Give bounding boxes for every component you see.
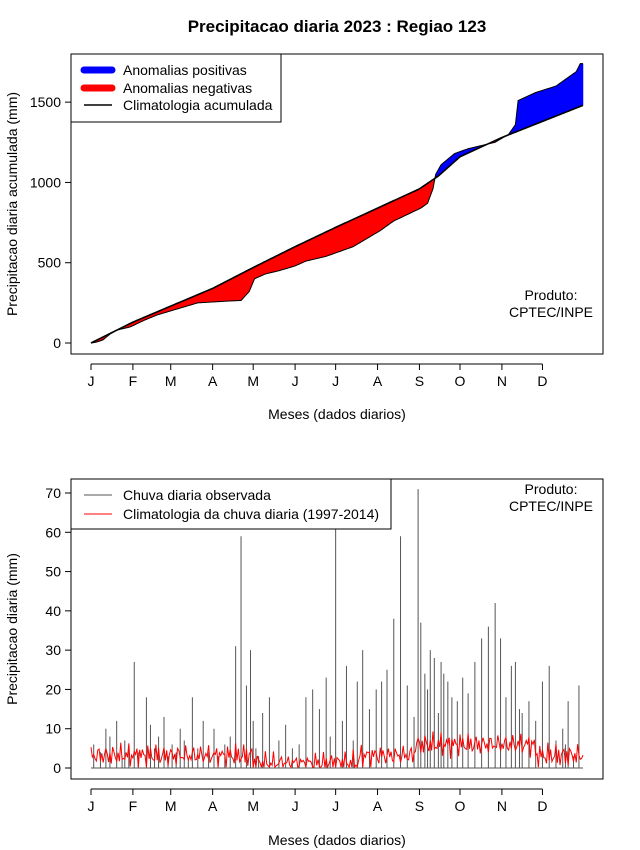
daily-plot-content (90, 479, 584, 769)
y-tick-label: 1000 (30, 174, 61, 190)
product-label-line-2: CPTEC/INPE (509, 304, 593, 320)
legend-box (70, 478, 392, 530)
y-tick-label: 70 (45, 485, 61, 501)
y-tick-label: 10 (45, 721, 61, 737)
x-tick-label: O (455, 798, 466, 814)
x-tick-label: N (497, 373, 507, 389)
x-tick-label: S (415, 373, 424, 389)
x-tick-label: N (497, 798, 507, 814)
climatology-accumulated-line (90, 104, 584, 344)
x-tick-label: M (247, 373, 259, 389)
x-tick-label: A (208, 798, 218, 814)
y-tick-label: 50 (45, 564, 61, 580)
y-tick-label: 30 (45, 642, 61, 658)
daily-y-axis: 0 10 20 30 40 50 60 70 (45, 485, 72, 776)
legend-label-climatology: Climatologia da chuva diaria (1997-2014) (123, 506, 379, 522)
x-tick-label: S (415, 798, 424, 814)
x-tick-label: A (373, 373, 383, 389)
x-tick-label: A (208, 373, 218, 389)
x-tick-label: M (247, 798, 259, 814)
daily-legend: Chuva diaria observada Climatologia da c… (70, 478, 392, 530)
x-tick-label: J (88, 373, 95, 389)
accumulated-y-axis: 0 500 1000 1500 (30, 94, 72, 351)
daily-panel: 0 10 20 30 40 50 60 70 J F M A M J J A S O N D Precipitaca… (4, 478, 604, 848)
x-tick-label: A (373, 798, 383, 814)
climatology-daily-line (90, 731, 584, 769)
product-label-line-2: CPTEC/INPE (509, 498, 593, 514)
x-tick-label: J (292, 373, 299, 389)
product-label-line-1: Produto: (525, 481, 578, 497)
daily-product-label: Produto: CPTEC/INPE (509, 481, 593, 514)
y-tick-label: 0 (53, 335, 61, 351)
accumulated-x-label: Meses (dados diarios) (268, 406, 406, 422)
x-tick-label: J (292, 798, 299, 814)
y-tick-label: 1500 (30, 94, 61, 110)
observed-accumulated-line (90, 63, 583, 344)
legend-label-climatology: Climatologia acumulada (123, 97, 273, 113)
legend-label-negative: Anomalias negativas (123, 80, 252, 96)
accumulated-y-label: Precipitacao diaria acumulada (mm) (4, 92, 20, 316)
x-tick-label: F (129, 798, 138, 814)
x-tick-label: M (165, 798, 177, 814)
daily-x-label: Meses (dados diarios) (268, 832, 406, 848)
legend-label-positive: Anomalias positivas (123, 62, 247, 78)
y-tick-label: 40 (45, 603, 61, 619)
accumulated-legend: Anomalias positivas Anomalias negativas … (70, 53, 282, 123)
accumulated-plot-content (90, 63, 584, 344)
daily-y-label: Precipitacao diaria (mm) (4, 553, 20, 705)
x-tick-label: O (455, 373, 466, 389)
x-tick-label: J (332, 373, 339, 389)
x-tick-label: D (537, 798, 547, 814)
accumulated-panel: 0 500 1000 1500 J F M A M J J A S O N D Precipitacao d… (4, 53, 604, 422)
chart-title: Precipitacao diaria 2023 : Regiao 123 (188, 17, 487, 36)
y-tick-label: 60 (45, 524, 61, 540)
positive-anomaly-area (434, 63, 584, 182)
y-tick-label: 500 (38, 255, 62, 271)
product-label-line-1: Produto: (525, 287, 578, 303)
x-tick-label: M (165, 373, 177, 389)
legend-label-observed: Chuva diaria observada (123, 487, 271, 503)
x-tick-label: J (332, 798, 339, 814)
y-tick-label: 20 (45, 681, 61, 697)
x-tick-label: J (88, 798, 95, 814)
x-tick-label: F (129, 373, 138, 389)
accumulated-product-label: Produto: CPTEC/INPE (509, 287, 593, 320)
y-tick-label: 0 (53, 760, 61, 776)
x-tick-label: D (537, 373, 547, 389)
